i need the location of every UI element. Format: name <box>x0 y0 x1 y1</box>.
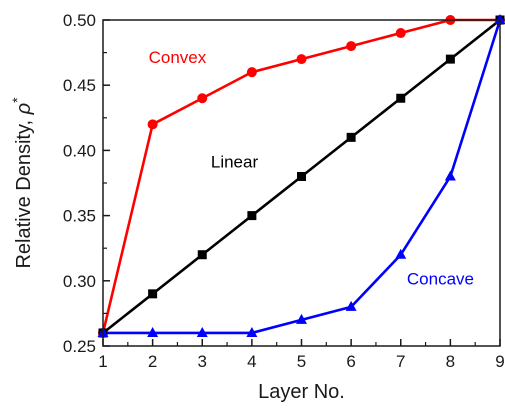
data-point-concave <box>345 300 357 311</box>
data-point-convex <box>346 41 357 52</box>
series-label-layer: Convex Linear Concave <box>149 48 474 289</box>
x-tick-label: 6 <box>346 352 355 371</box>
data-point-concave <box>246 326 258 337</box>
data-point-concave <box>395 248 407 259</box>
data-point-convex <box>246 67 257 78</box>
data-point-linear <box>297 171 306 181</box>
data-point-linear <box>247 211 257 221</box>
data-point-linear <box>346 132 356 142</box>
x-tick-label: 8 <box>446 352 455 371</box>
data-point-convex <box>197 93 208 104</box>
x-tick-label: 9 <box>495 352 504 371</box>
series-label-convex: Convex <box>149 48 207 67</box>
y-axis-title: Relative Density, ρ* <box>9 97 35 269</box>
data-point-linear <box>396 93 406 103</box>
data-point-linear <box>148 289 158 299</box>
y-tick-label: 0.25 <box>63 337 96 356</box>
data-point-concave <box>494 14 505 24</box>
y-tick-label: 0.45 <box>63 76 96 95</box>
data-point-concave <box>196 326 208 337</box>
y-axis-title-text: Relative Density, <box>13 114 35 268</box>
data-point-linear <box>445 54 455 64</box>
tick-layer <box>102 19 501 347</box>
data-point-concave <box>296 313 307 324</box>
y-axis-title-symbol: ρ <box>13 103 35 115</box>
x-axis-title: Layer No. <box>258 381 345 403</box>
x-tick-label: 3 <box>198 352 207 371</box>
y-tick-label: 0.35 <box>63 207 96 226</box>
y-axis-title-superscript: * <box>9 97 25 103</box>
plot-frame <box>102 19 501 347</box>
x-tick-label: 5 <box>297 352 306 371</box>
data-point-convex <box>147 119 158 130</box>
y-tick-label: 0.40 <box>63 141 96 160</box>
tick-label-layer: 1 2 3 4 5 6 7 8 9 0.25 0.30 0.35 0.40 0.45 0.50 <box>63 11 505 371</box>
series-label-concave: Concave <box>407 270 474 289</box>
y-tick-label: 0.50 <box>63 11 96 30</box>
x-tick-label: 7 <box>396 352 405 371</box>
x-tick-label: 1 <box>98 352 107 371</box>
data-point-concave <box>147 326 159 337</box>
x-tick-label: 2 <box>148 352 157 371</box>
y-tick-label: 0.30 <box>63 272 96 291</box>
data-point-convex <box>395 28 406 39</box>
x-tick-label: 4 <box>247 352 256 371</box>
data-point-concave <box>444 170 456 181</box>
data-point-linear <box>197 250 207 260</box>
series-label-linear: Linear <box>211 152 259 171</box>
data-point-convex <box>296 54 307 65</box>
